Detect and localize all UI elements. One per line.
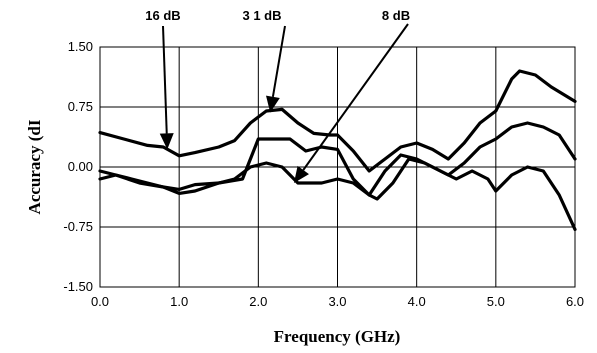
x-tick-label: 6.0 [566,294,584,309]
x-tick-label: 1.0 [170,294,188,309]
y-axis-title: Accuracy (dI [25,119,44,214]
y-tick-label: -1.50 [63,279,93,294]
plot-frame [99,46,576,288]
y-tick-label: -0.75 [63,219,93,234]
annotation-arrow-shaft [271,25,286,97]
y-tick-labels: 1.50 0.75 0.00 -0.75 -1.50 [63,39,93,294]
annotation-arrow-shaft [302,23,409,171]
x-tick-label: 5.0 [487,294,505,309]
y-tick-label: 1.50 [68,39,93,54]
annotation-arrow-shaft [162,25,168,134]
x-tick-label: 0.0 [91,294,109,309]
y-tick-label: 0.00 [68,159,93,174]
annotation-label: 3 1 dB [242,8,281,23]
annotation-1: 16 dB [145,8,181,150]
y-tick-label: 0.75 [68,99,93,114]
annotation-3: 8 dB [293,8,410,183]
x-axis-title: Frequency (GHz) [274,327,401,346]
x-tick-label: 2.0 [249,294,267,309]
series-line-1 [98,69,577,173]
annotation-label: 16 dB [145,8,180,23]
annotation-arrow-head [266,95,280,113]
x-tick-label: 3.0 [328,294,346,309]
annotation-arrow-head [293,165,309,183]
series-line-2 [98,121,577,197]
annotation-arrow-head [159,133,174,150]
series-line-3 [98,157,577,231]
x-tick-label: 4.0 [408,294,426,309]
annotation-2: 3 1 dB [242,8,286,113]
annotations: 16 dB 3 1 dB 8 dB [145,8,410,183]
annotation-label: 8 dB [382,8,410,23]
x-tick-labels: 0.0 1.0 2.0 3.0 4.0 5.0 6.0 [91,294,584,309]
series-group [98,69,577,231]
